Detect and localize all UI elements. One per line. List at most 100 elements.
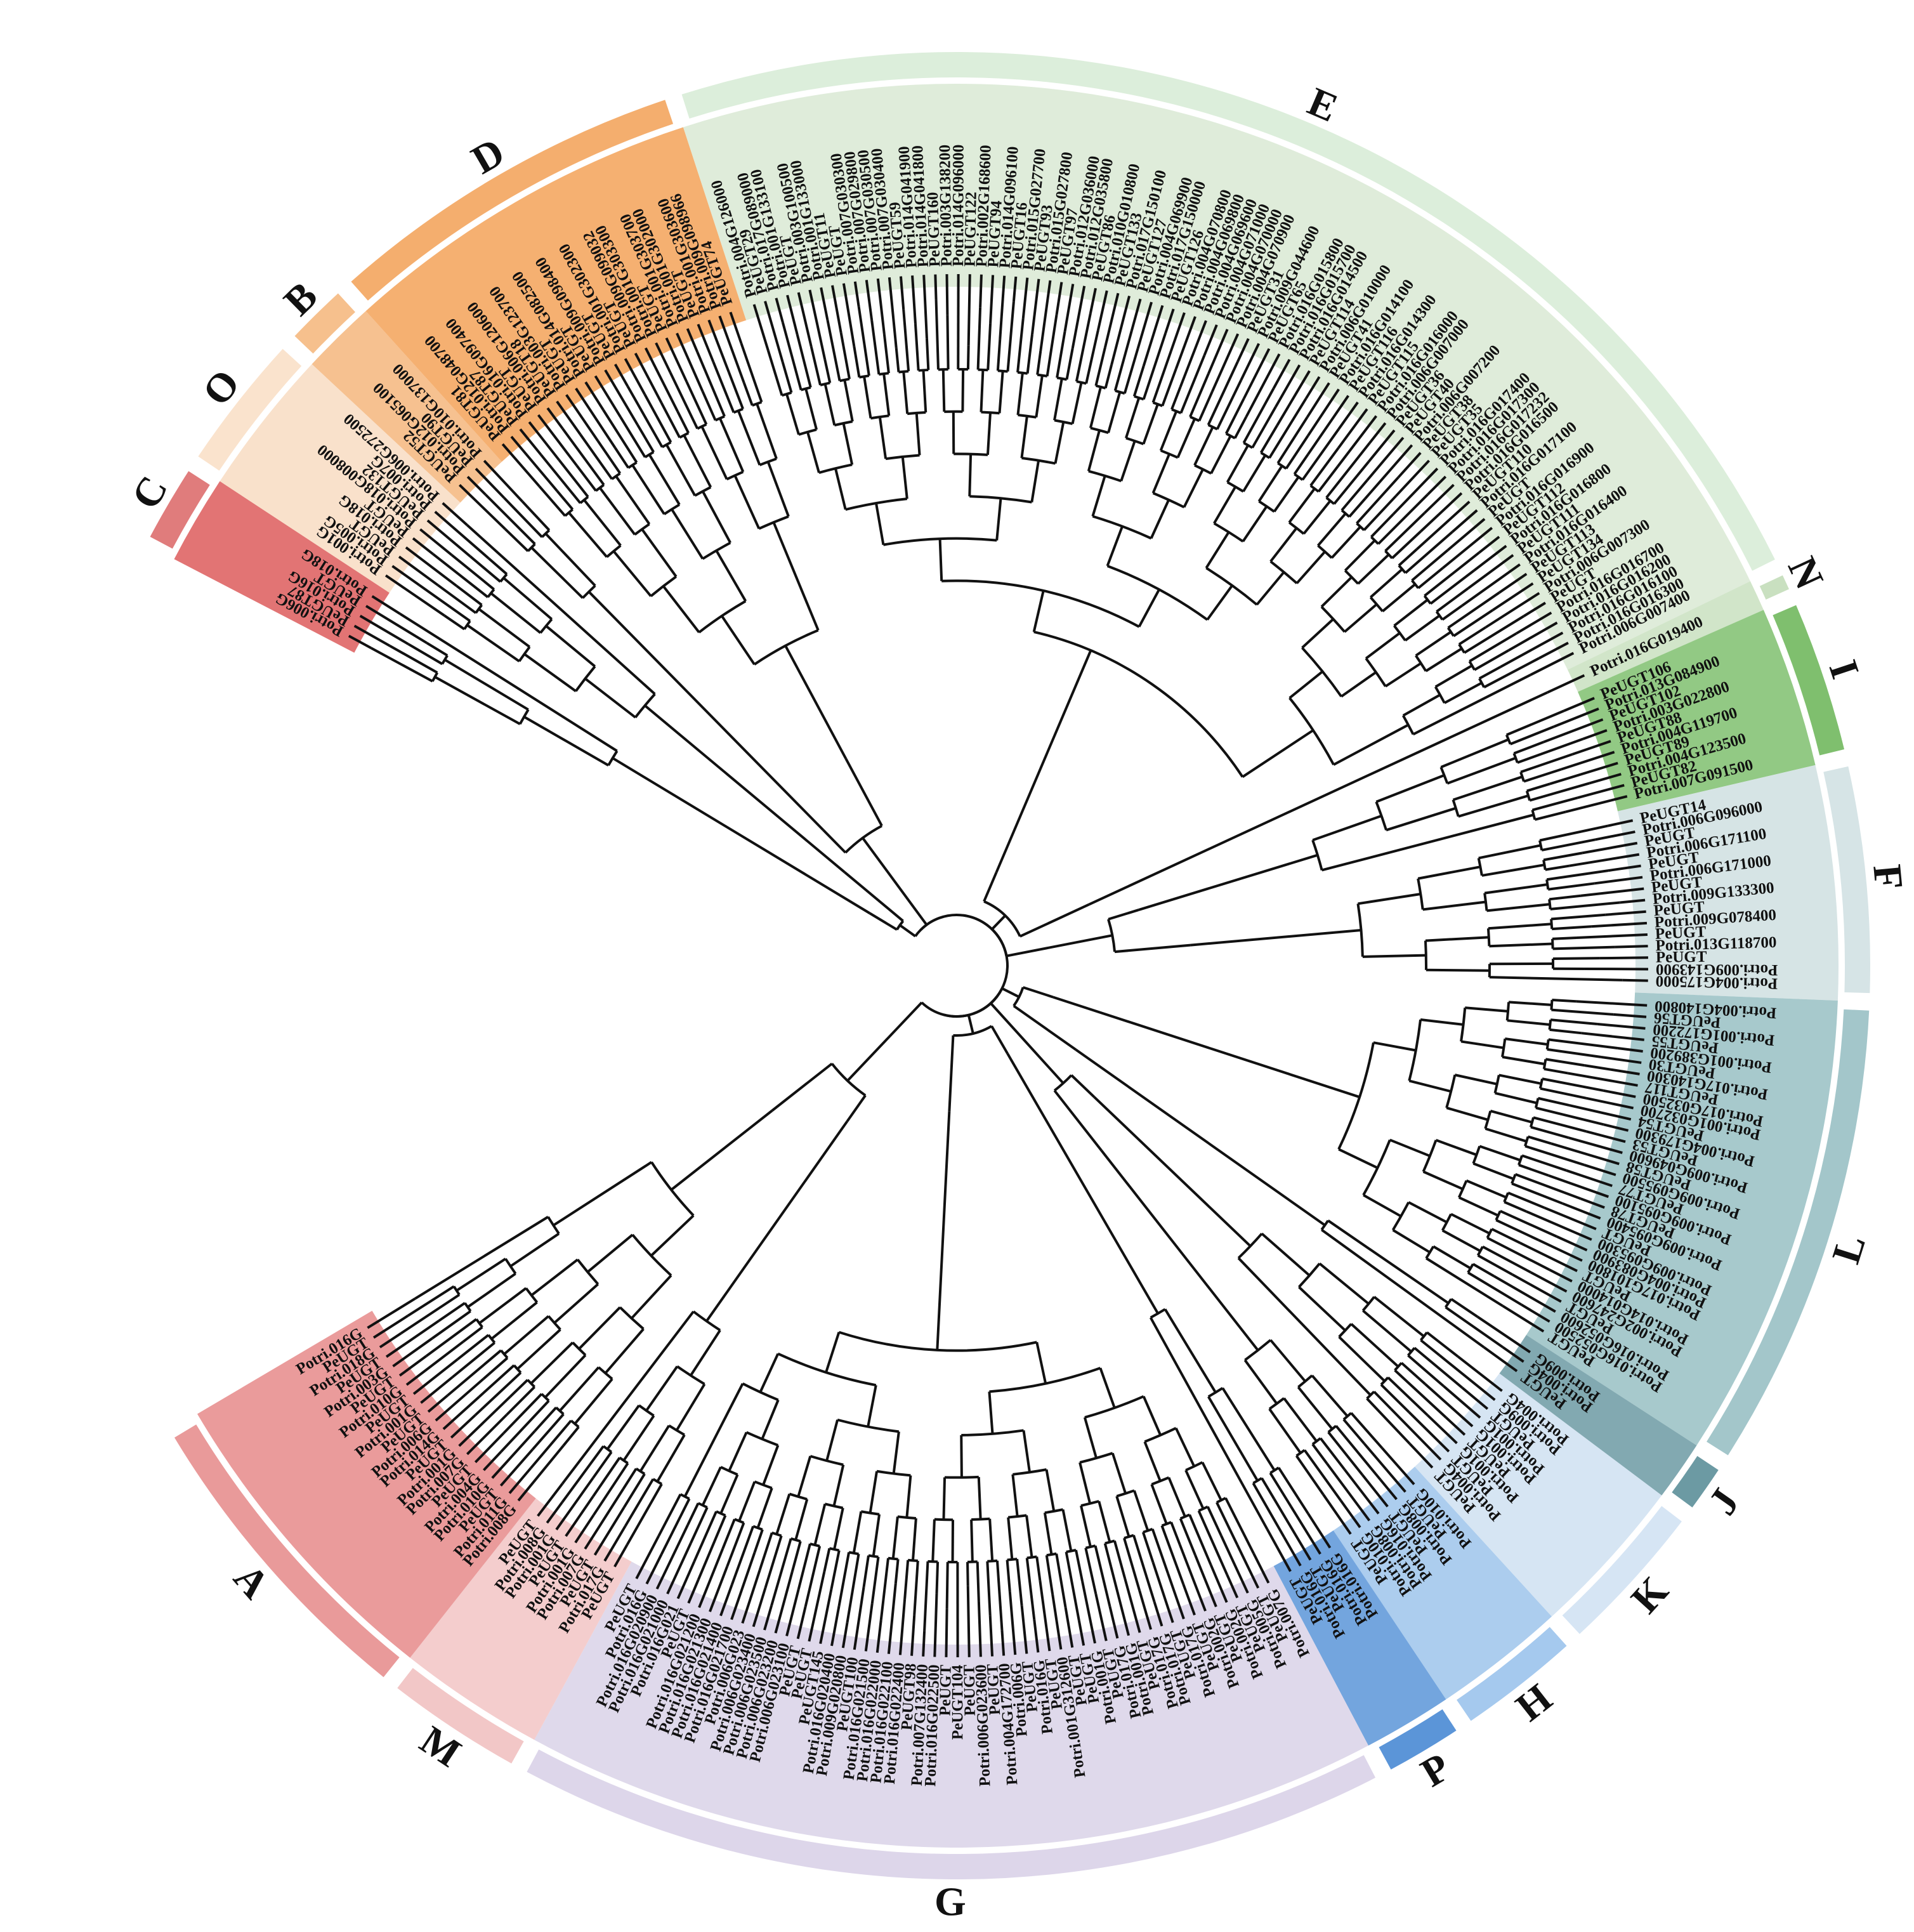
internal-branch — [1206, 1506, 1222, 1536]
internal-branch — [1189, 373, 1210, 417]
internal-branch — [1435, 1139, 1478, 1157]
internal-branch — [636, 424, 655, 453]
tip-branch — [1174, 316, 1196, 370]
internal-branch — [553, 1160, 653, 1226]
tip-branch — [1306, 382, 1330, 418]
internal-arc — [518, 709, 530, 725]
tip-branch — [1203, 324, 1218, 356]
internal-branch — [1495, 1091, 1538, 1105]
tip-branch — [419, 528, 453, 556]
internal-arc — [1198, 1505, 1209, 1512]
internal-arc — [650, 1161, 695, 1217]
internal-branch — [1342, 1418, 1365, 1445]
clade-sector-p — [1273, 1530, 1446, 1746]
internal-branch — [1141, 1532, 1155, 1563]
internal-branch — [790, 1541, 802, 1572]
internal-branch — [1104, 364, 1113, 389]
internal-branch — [1330, 525, 1361, 559]
tip-branch — [1538, 1239, 1583, 1262]
internal-branch — [574, 1378, 613, 1425]
tip-branch — [1209, 1564, 1228, 1603]
internal-arc — [1252, 1476, 1262, 1485]
internal-branch — [540, 454, 582, 504]
internal-branch — [1389, 1138, 1431, 1157]
internal-arc — [1160, 449, 1179, 459]
internal-branch — [1111, 1452, 1127, 1494]
internal-branch — [1357, 553, 1390, 585]
tip-branch — [1033, 1619, 1040, 1653]
internal-branch — [1550, 901, 1620, 910]
internal-branch — [1552, 957, 1600, 961]
leaf-label: PeUGT104 — [949, 1664, 966, 1740]
tip-branch — [1594, 876, 1643, 885]
internal-branch — [823, 383, 836, 426]
tip-branch — [1020, 1605, 1028, 1654]
tip-branch — [555, 1477, 594, 1530]
tip-branch — [1502, 1346, 1524, 1363]
internal-arc — [888, 1556, 898, 1561]
internal-branch — [1161, 368, 1177, 407]
internal-branch — [1552, 925, 1592, 931]
internal-branch — [1479, 1145, 1521, 1162]
tip-branch — [1550, 1142, 1620, 1166]
tip-branch — [887, 1583, 897, 1654]
internal-branch — [592, 1451, 613, 1479]
tip-branch — [1589, 773, 1622, 785]
internal-branch — [737, 410, 761, 466]
tip-branch — [1276, 370, 1311, 426]
tip-branch — [864, 1603, 874, 1652]
internal-arc — [1115, 389, 1125, 395]
internal-branch — [1288, 487, 1316, 523]
tip-branch — [1544, 1206, 1597, 1230]
internal-arc — [547, 1315, 561, 1331]
tip-branch — [1096, 290, 1108, 331]
tip-branch — [1142, 305, 1164, 367]
internal-branch — [1036, 350, 1042, 375]
internal-branch — [693, 1511, 718, 1562]
tip-branch — [1071, 286, 1086, 349]
internal-branch — [1269, 1472, 1292, 1508]
internal-branch — [988, 1391, 994, 1434]
internal-arc — [1340, 509, 1351, 518]
tip-branch — [1138, 1590, 1153, 1630]
tip-branch — [1390, 1408, 1442, 1461]
tip-branch — [910, 1615, 916, 1656]
internal-branch — [657, 1494, 682, 1537]
tip-branch — [405, 546, 457, 587]
tip-branch — [1272, 358, 1291, 390]
tip-branch — [584, 1488, 625, 1550]
internal-branch — [1251, 406, 1277, 449]
internal-branch — [846, 1553, 860, 1624]
deep-branch — [862, 837, 928, 926]
internal-branch — [1517, 737, 1583, 764]
tip-branch — [384, 574, 445, 617]
internal-branch — [690, 1506, 709, 1544]
internal-arc — [978, 368, 988, 372]
tip-branch — [391, 565, 421, 586]
tip-branch — [556, 400, 582, 435]
internal-branch — [1426, 1331, 1459, 1358]
internal-branch — [995, 1560, 1004, 1631]
internal-branch — [1508, 1001, 1552, 1006]
tip-branch — [1595, 830, 1635, 841]
internal-branch — [721, 615, 756, 666]
deep-branch — [1022, 986, 1054, 999]
internal-branch — [740, 343, 763, 403]
internal-branch — [1311, 1374, 1349, 1417]
internal-branch — [1320, 576, 1353, 608]
tip-branch — [989, 275, 995, 324]
tip-branch — [966, 1586, 971, 1657]
internal-branch — [462, 1326, 483, 1343]
internal-branch — [683, 1383, 744, 1497]
internal-branch — [509, 1232, 560, 1268]
internal-arc — [1298, 1263, 1321, 1288]
tip-branch — [1549, 761, 1618, 785]
internal-arc — [487, 1334, 496, 1344]
internal-branch — [1552, 945, 1615, 950]
internal-branch — [966, 1561, 969, 1586]
tip-branch — [645, 1553, 663, 1585]
internal-branch — [1552, 936, 1577, 940]
internal-arc — [777, 1352, 877, 1387]
internal-branch — [1531, 796, 1578, 812]
tip-branch — [1290, 1506, 1321, 1555]
